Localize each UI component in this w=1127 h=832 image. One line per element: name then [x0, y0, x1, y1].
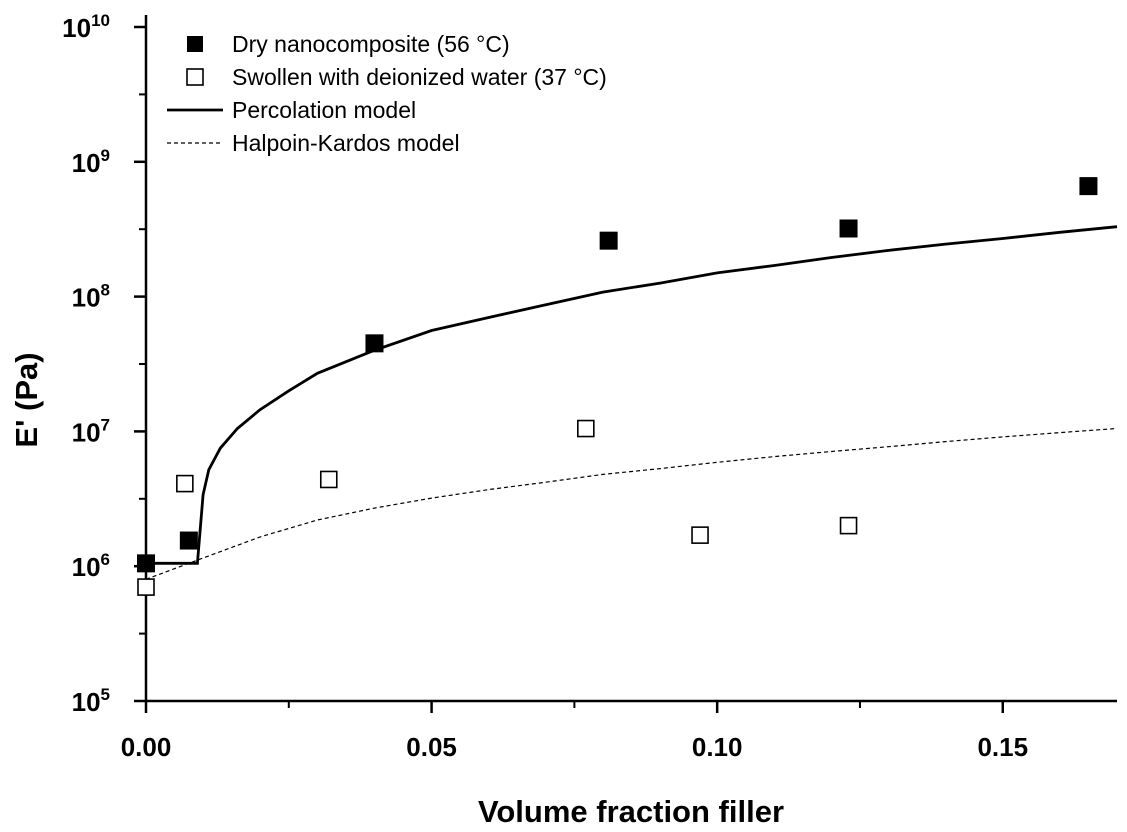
series-line-2: [146, 225, 1118, 565]
axes: 0.00 0.05 0.10 0.15 105 106 107 108 109 1010: [62, 11, 1117, 762]
y-tick-label: 109: [72, 146, 110, 178]
open-square-point: [176, 474, 194, 493]
open-square-point: [577, 419, 595, 438]
model-curves: [145, 225, 1118, 580]
x-tick-label: 0.00: [121, 732, 172, 762]
open-square-point: [319, 470, 338, 489]
filled-square-point: [839, 219, 858, 238]
x-tick-label: 0.15: [977, 732, 1028, 762]
series-line-3: [145, 427, 1118, 580]
y-axis-title: E' (Pa): [9, 352, 44, 447]
legend-marker-1: [186, 68, 204, 86]
filled-square-point: [1079, 177, 1098, 196]
legend-label-0: Dry nanocomposite (56 °C): [232, 31, 510, 57]
y-tick-label: 108: [72, 281, 110, 313]
filled-square-point: [137, 554, 155, 573]
filled-square-point: [179, 531, 198, 550]
open-square-point: [137, 578, 155, 596]
filled-square-point: [365, 334, 384, 353]
y-tick-label: 107: [72, 415, 110, 447]
x-tick-label: 0.05: [406, 732, 457, 762]
x-axis-title: Volume fraction filler: [478, 794, 784, 829]
legend-marker-0: [187, 36, 203, 52]
legend-label-2: Percolation model: [232, 97, 416, 123]
y-tick-label: 105: [72, 685, 110, 717]
y-tick-label: 106: [72, 550, 110, 582]
open-square-point: [691, 526, 709, 544]
open-square-point: [839, 516, 858, 535]
legend-label-1: Swollen with deionized water (37 °C): [232, 64, 607, 90]
legend: Dry nanocomposite (56 °C) Swollen with de…: [167, 31, 607, 156]
legend-label-3: Halpoin-Kardos model: [232, 130, 460, 156]
x-tick-label: 0.10: [692, 732, 743, 762]
y-tick-label: 1010: [62, 11, 110, 43]
filled-square-point: [599, 231, 618, 250]
data-points: [137, 177, 1098, 596]
